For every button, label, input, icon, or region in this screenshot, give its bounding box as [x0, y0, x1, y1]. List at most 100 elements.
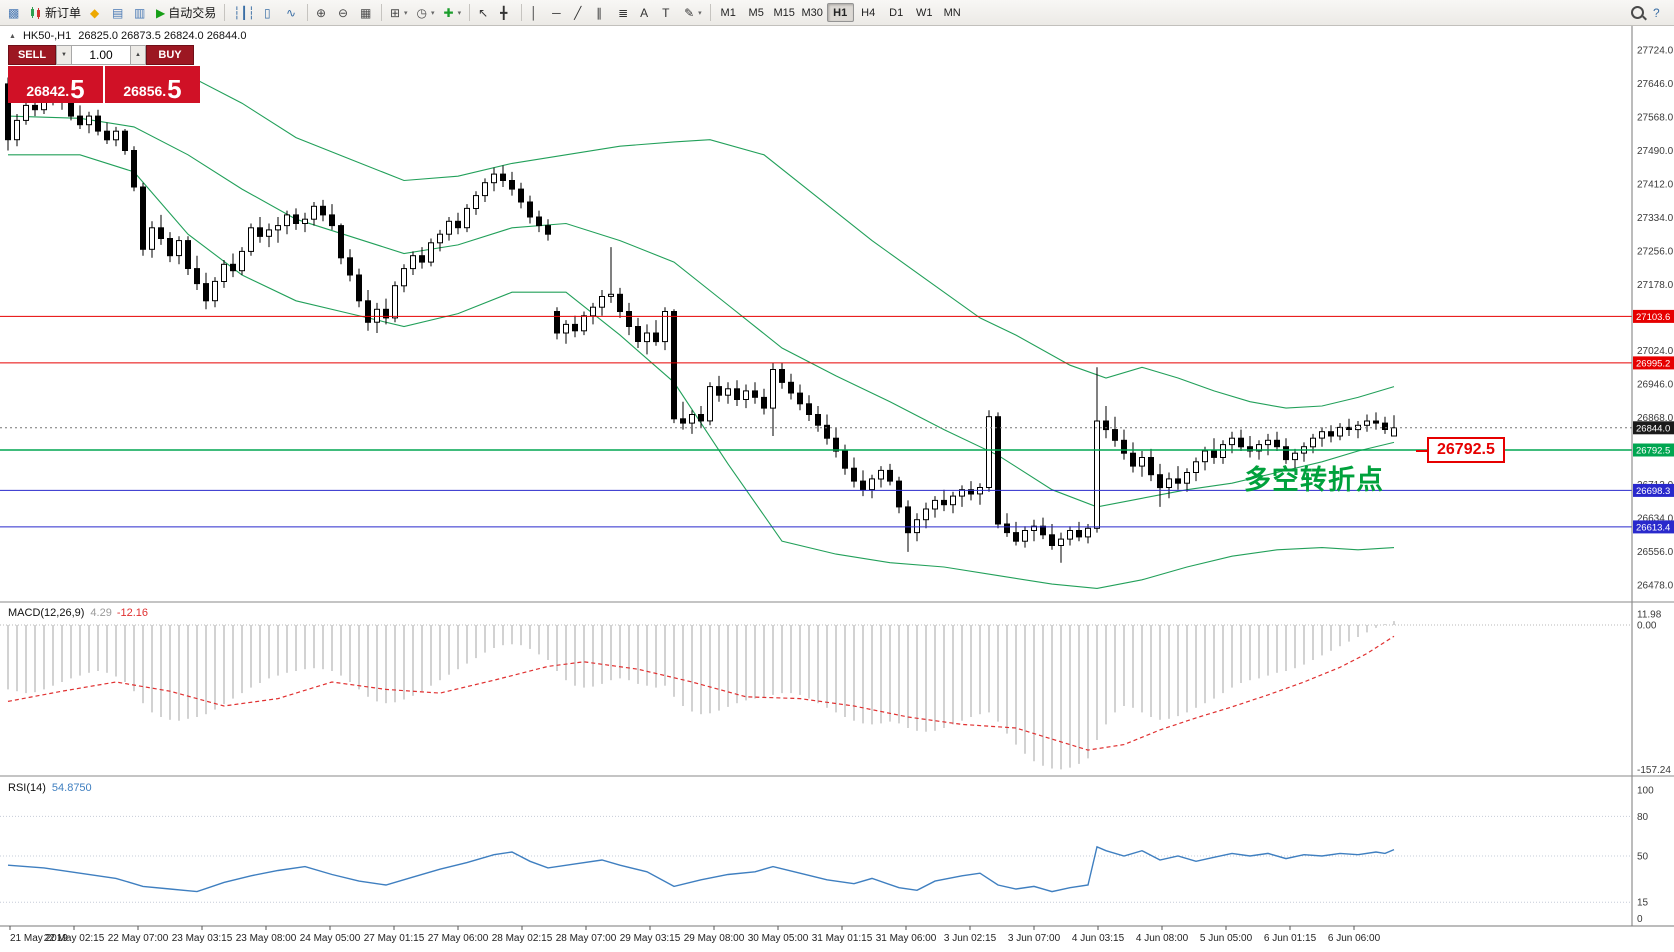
indicators-icon[interactable]: ✚ ▾ — [440, 2, 466, 23]
tile-windows-icon-glyph: ▦ — [359, 5, 372, 20]
buy-price-button[interactable]: 26856. 5 — [103, 66, 200, 103]
one-click-top-row: SELL ▼ ▲ BUY — [8, 45, 200, 65]
svg-text:27568.0: 27568.0 — [1637, 113, 1674, 124]
trendline-icon[interactable]: ╱ — [570, 2, 591, 23]
new-window-icon[interactable]: ⊞ ▾ — [386, 2, 412, 23]
vertical-line-icon[interactable]: │ — [526, 2, 547, 23]
svg-text:26946.0: 26946.0 — [1637, 380, 1674, 391]
chinese-annotation[interactable]: 多空转折点 — [1244, 465, 1384, 495]
chart-background — [0, 26, 1674, 952]
svg-text:23 May 08:00: 23 May 08:00 — [236, 933, 297, 944]
shapes-icon[interactable]: ✎ ▾ — [680, 2, 706, 23]
help-icon-glyph: ? — [1653, 5, 1660, 20]
bollinger-bands — [7, 74, 1395, 589]
svg-text:21 May 2019: 21 May 2019 — [10, 933, 68, 944]
trendline-icon-glyph: ╱ — [574, 5, 582, 20]
channel-icon[interactable]: ∥ — [592, 2, 613, 23]
timeframe-m1-button[interactable]: M1 — [715, 3, 742, 22]
price-callout[interactable]: 26792.5 — [1416, 437, 1505, 463]
buy-price-main: 26856. — [123, 83, 167, 100]
zoom-out-icon[interactable]: ⊖ — [334, 2, 355, 23]
volume-up-button[interactable]: ▲ — [130, 45, 146, 65]
search-icon[interactable] — [1627, 2, 1648, 23]
bar-chart-icon[interactable]: ┆┃┆ — [229, 2, 259, 23]
sell-button[interactable]: SELL — [8, 45, 56, 65]
volume-input[interactable] — [72, 45, 130, 65]
horizontal-levels[interactable] — [0, 315, 1632, 528]
line-chart-icon-glyph: ∿ — [285, 5, 297, 20]
help-icon[interactable]: ? — [1649, 2, 1670, 23]
buy-button[interactable]: BUY — [146, 45, 194, 65]
timeframe-m15-button[interactable]: M15 — [771, 3, 798, 22]
cursor-icon[interactable]: ↖ — [474, 2, 495, 23]
svg-text:28 May 02:15: 28 May 02:15 — [492, 933, 553, 944]
quotes-icon[interactable]: ◆ — [86, 2, 107, 23]
svg-text:28 May 07:00: 28 May 07:00 — [556, 933, 617, 944]
buy-price-big-digit: 5 — [167, 73, 182, 104]
horizontal-line-icon[interactable]: ─ — [548, 2, 569, 23]
chart-window-icon: ▲ — [9, 32, 16, 40]
timeframe-d1-button[interactable]: D1 — [883, 3, 910, 22]
profiles-icon[interactable]: ▤ — [108, 2, 129, 23]
svg-text:80: 80 — [1637, 812, 1649, 823]
timeframe-m30-button[interactable]: M30 — [799, 3, 826, 22]
svg-text:27178.0: 27178.0 — [1637, 280, 1674, 291]
auto-trading-button-label: 自动交易 — [168, 6, 217, 20]
crosshair-icon[interactable]: ╋ — [496, 2, 517, 23]
timeframe-m5-button[interactable]: M5 — [743, 3, 770, 22]
svg-text:4 Jun 03:15: 4 Jun 03:15 — [1072, 933, 1125, 944]
line-chart-icon[interactable]: ∿ — [282, 2, 303, 23]
new-order-button-label: 新订单 — [45, 6, 82, 20]
svg-text:27 May 01:15: 27 May 01:15 — [364, 933, 425, 944]
fibonacci-icon[interactable]: ≣ — [614, 2, 635, 23]
zoom-in-icon[interactable]: ⊕ — [312, 2, 333, 23]
svg-text:26844.0: 26844.0 — [1636, 423, 1670, 434]
svg-text:26995.2: 26995.2 — [1636, 358, 1670, 369]
timeframe-w1-button[interactable]: W1 — [911, 3, 938, 22]
svg-text:29 May 08:00: 29 May 08:00 — [684, 933, 745, 944]
label-icon[interactable]: T — [658, 2, 679, 23]
label-icon-glyph: T — [662, 5, 670, 20]
market-watch-icon[interactable]: ▥ — [130, 2, 151, 23]
svg-text:31 May 06:00: 31 May 06:00 — [876, 933, 937, 944]
timeframe-h4-button[interactable]: H4 — [855, 3, 882, 22]
indicators-icon-glyph: ✚ — [443, 5, 454, 20]
new-chart-icon[interactable]: ▩ — [4, 2, 25, 23]
candle-chart-icon[interactable]: ▯ — [260, 2, 281, 23]
zoom-out-icon-glyph: ⊖ — [337, 5, 349, 20]
timeframe-mn-button[interactable]: MN — [939, 3, 966, 22]
auto-trading-button[interactable]: ▶ 自动交易 — [152, 2, 220, 23]
chevron-down-icon: ▾ — [431, 9, 435, 17]
svg-text:26634.0: 26634.0 — [1637, 514, 1674, 525]
toolbar-separator — [521, 4, 523, 21]
toolbar-separator — [380, 4, 382, 21]
svg-text:6 Jun 01:15: 6 Jun 01:15 — [1264, 933, 1317, 944]
svg-text:27024.0: 27024.0 — [1637, 346, 1674, 357]
volume-down-button[interactable]: ▼ — [56, 45, 72, 65]
svg-text:30 May 05:00: 30 May 05:00 — [748, 933, 809, 944]
rsi-panel: 100 80 50 15 0 RSI(14) 54.8750 — [0, 782, 1654, 925]
candlesticks — [5, 77, 1397, 563]
svg-text:0: 0 — [1637, 914, 1643, 925]
svg-text:26868.0: 26868.0 — [1637, 413, 1674, 424]
main-toolbar: ▩ 新订单 ◆ ▤ ▥ ▶ 自动交易 ┆┃┆ ▯ ∿ ⊕ ⊖ ▦ ⊞ ▾ ◷ ▾ ✚ ▾ ↖ ╋ │ ─ ╱ ∥ ≣ A T ✎ ▾ M1 M… — [0, 0, 1674, 26]
text-icon[interactable]: A — [636, 2, 657, 23]
svg-text:23 May 03:15: 23 May 03:15 — [172, 933, 233, 944]
vertical-line-icon-glyph: │ — [530, 5, 538, 20]
new-chart-icon-glyph: ▩ — [8, 5, 20, 20]
tile-windows-icon[interactable]: ▦ — [356, 2, 377, 23]
new-order-button[interactable]: 新订单 — [26, 2, 85, 23]
period-icon[interactable]: ◷ ▾ — [413, 2, 439, 23]
timeframe-h1-button[interactable]: H1 — [826, 3, 854, 22]
candle-chart-icon-glyph: ▯ — [263, 5, 271, 20]
svg-text:6 Jun 06:00: 6 Jun 06:00 — [1328, 933, 1381, 944]
chart-symbol: HK50-,H1 — [22, 30, 72, 42]
svg-text:3 Jun 02:15: 3 Jun 02:15 — [944, 933, 997, 944]
svg-text:50: 50 — [1637, 852, 1649, 863]
svg-text:26792.5: 26792.5 — [1636, 446, 1670, 457]
svg-text:27490.0: 27490.0 — [1637, 146, 1674, 157]
sell-price-button[interactable]: 26842. 5 — [8, 66, 103, 103]
rsi-label: RSI(14) 54.8750 — [8, 782, 92, 794]
